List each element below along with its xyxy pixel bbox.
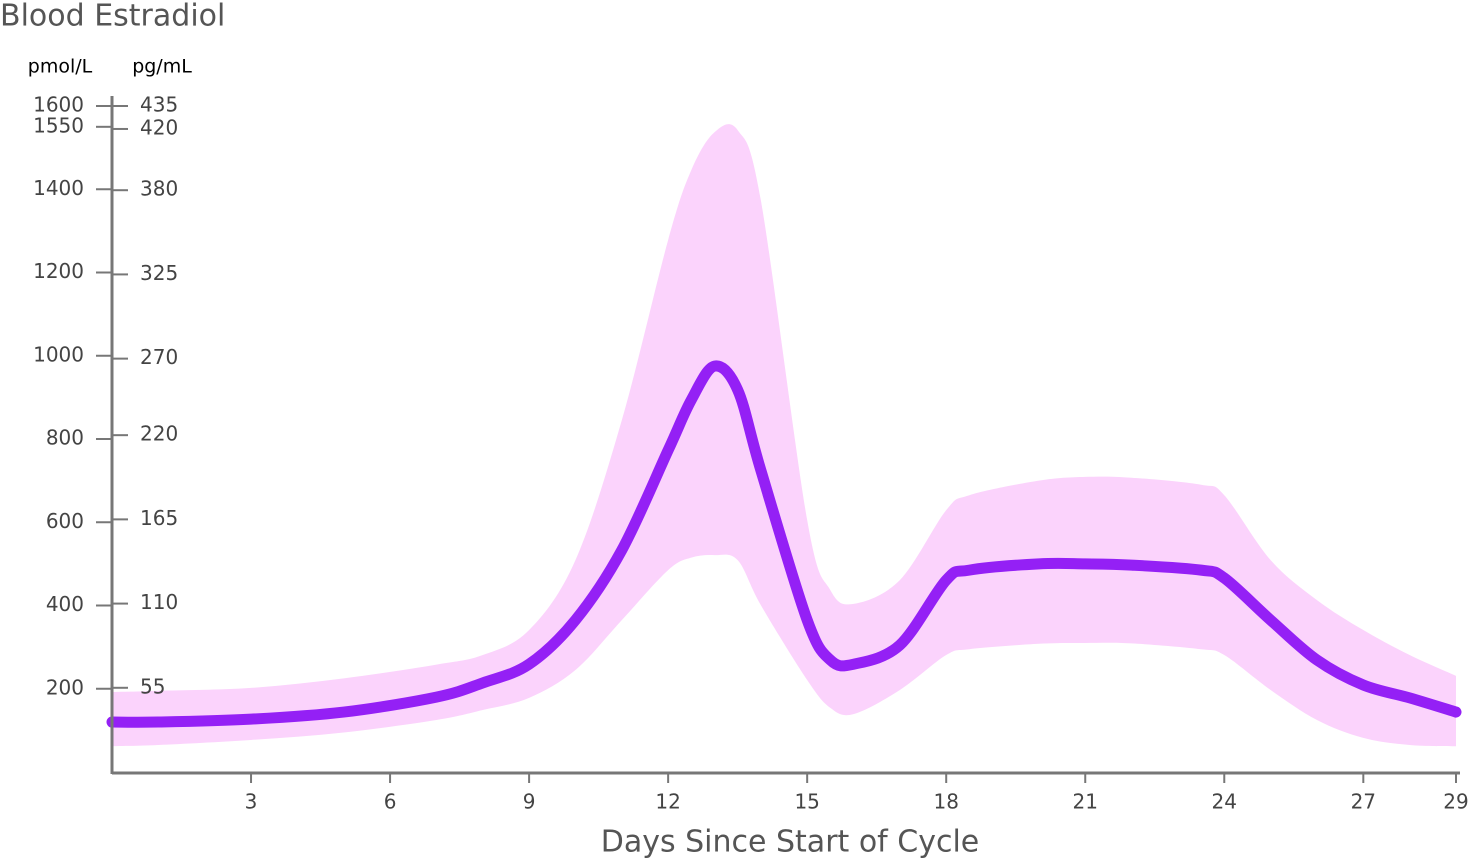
x-tick-label: 29 [1443, 790, 1468, 814]
x-tick-label: 27 [1351, 790, 1376, 814]
y2-tick-label: 110 [140, 590, 178, 614]
y2-tick-label: 270 [140, 345, 178, 369]
y2-tick-label: 55 [140, 674, 165, 698]
y-tick-label: 1600 [33, 93, 84, 117]
y2-unit: pg/mL [132, 56, 192, 78]
y-tick-label: 1550 [33, 113, 84, 137]
x-tick-label: 21 [1073, 790, 1098, 814]
range-band [112, 124, 1456, 747]
y2-tick-label: 435 [140, 93, 178, 117]
x-axis-label: Days Since Start of Cycle [601, 825, 980, 860]
x-tick-label: 3 [245, 790, 258, 814]
y2-tick-label: 165 [140, 506, 178, 530]
x-tick-label: 18 [933, 790, 958, 814]
y-tick-label: 1400 [33, 176, 84, 200]
y2-tick-label: 420 [140, 115, 178, 139]
y2-tick-label: 220 [140, 422, 178, 446]
x-tick-label: 12 [655, 790, 680, 814]
y2-tick-label: 380 [140, 177, 178, 201]
y-tick-label: 1200 [33, 259, 84, 283]
x-tick-label: 9 [523, 790, 536, 814]
y-tick-label: 200 [46, 675, 84, 699]
y-unit: pmol/L [28, 56, 93, 78]
y-tick-label: 600 [46, 509, 84, 533]
y-tick-label: 1000 [33, 342, 84, 366]
y-tick-label: 800 [46, 426, 84, 450]
x-tick-label: 24 [1212, 790, 1237, 814]
y2-tick-label: 325 [140, 261, 178, 285]
y-tick-label: 400 [46, 592, 84, 616]
x-tick-label: 15 [794, 790, 819, 814]
x-tick-label: 6 [384, 790, 397, 814]
chart-title: Blood Estradiol [0, 0, 225, 34]
mean-line [106, 360, 1462, 728]
